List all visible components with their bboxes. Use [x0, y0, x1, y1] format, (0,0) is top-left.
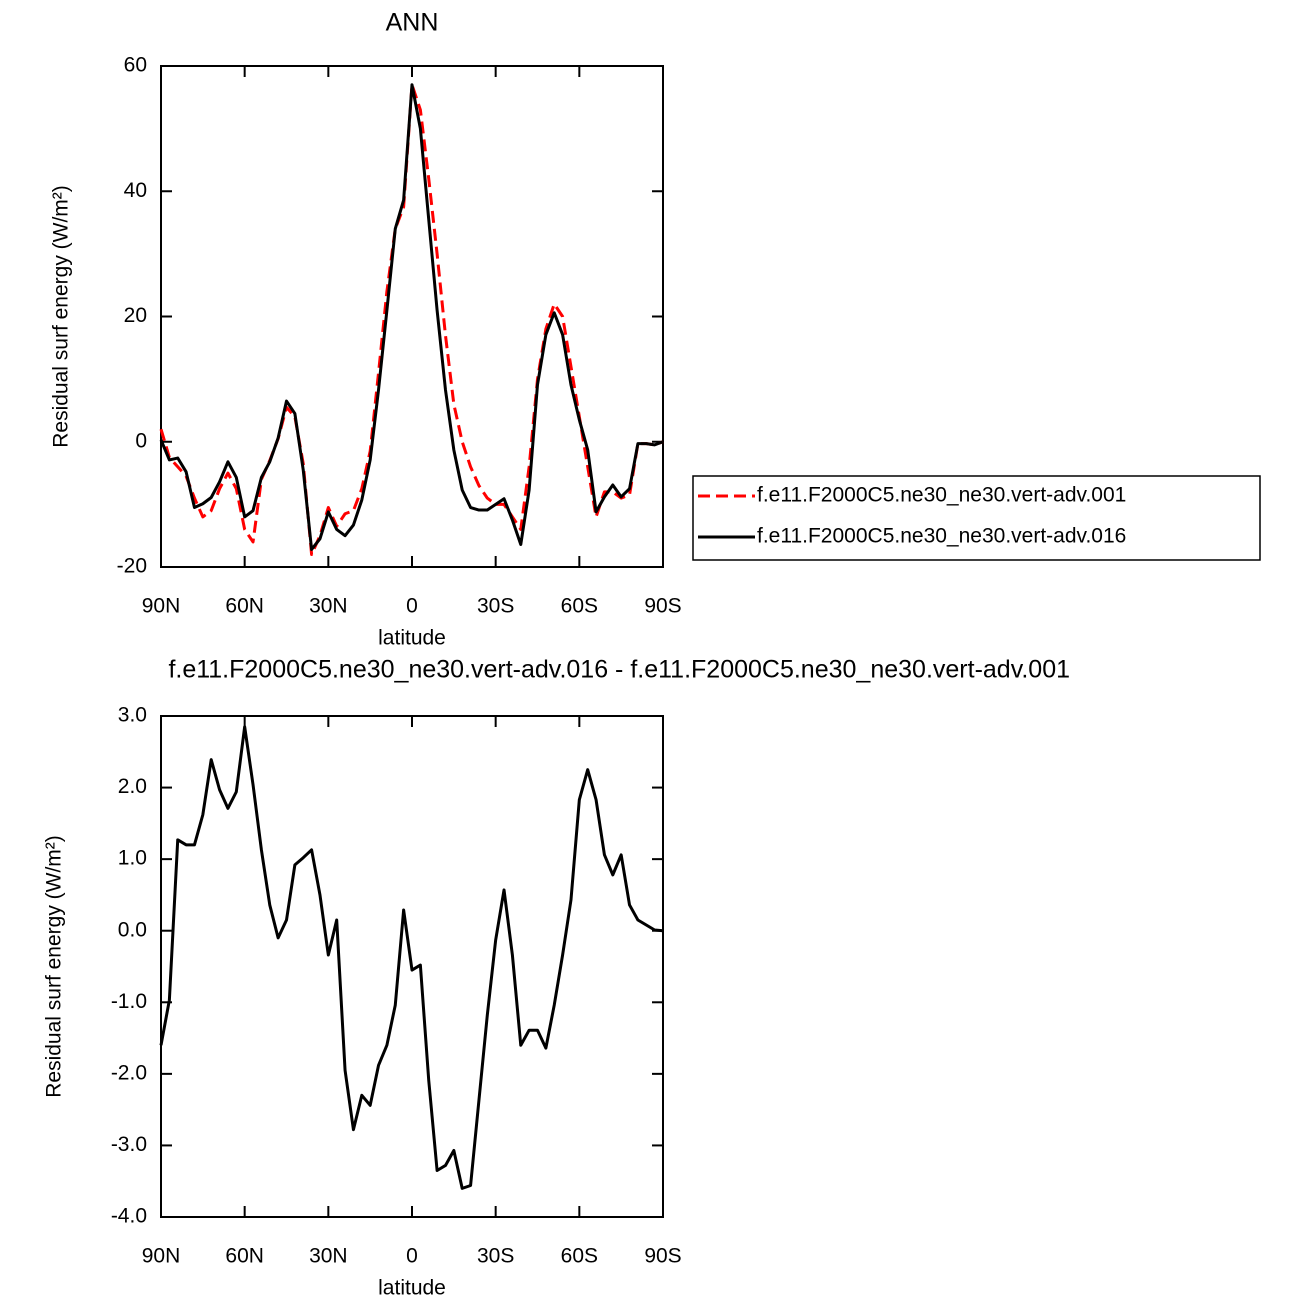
y-tick-label: -20 — [117, 555, 147, 578]
y-tick-label: 60 — [124, 54, 147, 77]
y-tick-label: 1.0 — [118, 847, 147, 870]
legend-label: f.e11.F2000C5.ne30_ne30.vert-adv.001 — [757, 484, 1126, 507]
chart-title: f.e11.F2000C5.ne30_ne30.vert-adv.016 - f… — [168, 656, 1070, 684]
y-tick-label: -1.0 — [111, 990, 147, 1013]
legend-box — [692, 475, 1261, 561]
y-tick-label: 3.0 — [118, 704, 147, 727]
x-tick-label: 90N — [142, 1245, 181, 1268]
y-axis-label: Residual surf energy (W/m²) — [50, 185, 73, 448]
x-tick-label: 0 — [406, 595, 418, 618]
y-tick-label: 0 — [135, 429, 147, 452]
data-line — [159, 725, 664, 1190]
y-tick-label: 20 — [124, 304, 147, 327]
x-tick-label: 90N — [142, 595, 181, 618]
data-line — [159, 83, 664, 551]
x-tick-label: 30S — [477, 1245, 514, 1268]
y-tick-label: -3.0 — [111, 1133, 147, 1156]
y-axis-label: Residual surf energy (W/m²) — [43, 835, 66, 1098]
x-tick-label: 30S — [477, 595, 514, 618]
y-tick-label: -2.0 — [111, 1061, 147, 1084]
y-tick-label: -4.0 — [111, 1205, 147, 1228]
x-tick-label: 60N — [225, 1245, 264, 1268]
x-tick-label: 0 — [406, 1245, 418, 1268]
y-tick-label: 2.0 — [118, 775, 147, 798]
y-tick-label: 40 — [124, 179, 147, 202]
x-tick-label: 90S — [644, 1245, 681, 1268]
x-tick-label: 30N — [309, 1245, 348, 1268]
y-tick-label: 0.0 — [118, 918, 147, 941]
x-tick-label: 60N — [225, 595, 264, 618]
x-axis-label: latitude — [378, 627, 446, 650]
x-tick-label: 90S — [644, 595, 681, 618]
x-tick-label: 30N — [309, 595, 348, 618]
x-axis-label: latitude — [378, 1277, 446, 1300]
x-tick-label: 60S — [561, 595, 598, 618]
chart-title: ANN — [386, 9, 439, 37]
legend-label: f.e11.F2000C5.ne30_ne30.vert-adv.016 — [757, 525, 1126, 548]
x-tick-label: 60S — [561, 1245, 598, 1268]
